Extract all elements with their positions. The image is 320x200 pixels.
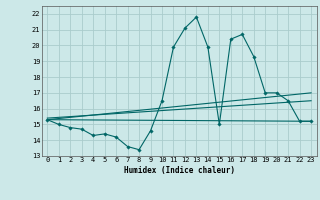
X-axis label: Humidex (Indice chaleur): Humidex (Indice chaleur) — [124, 166, 235, 175]
